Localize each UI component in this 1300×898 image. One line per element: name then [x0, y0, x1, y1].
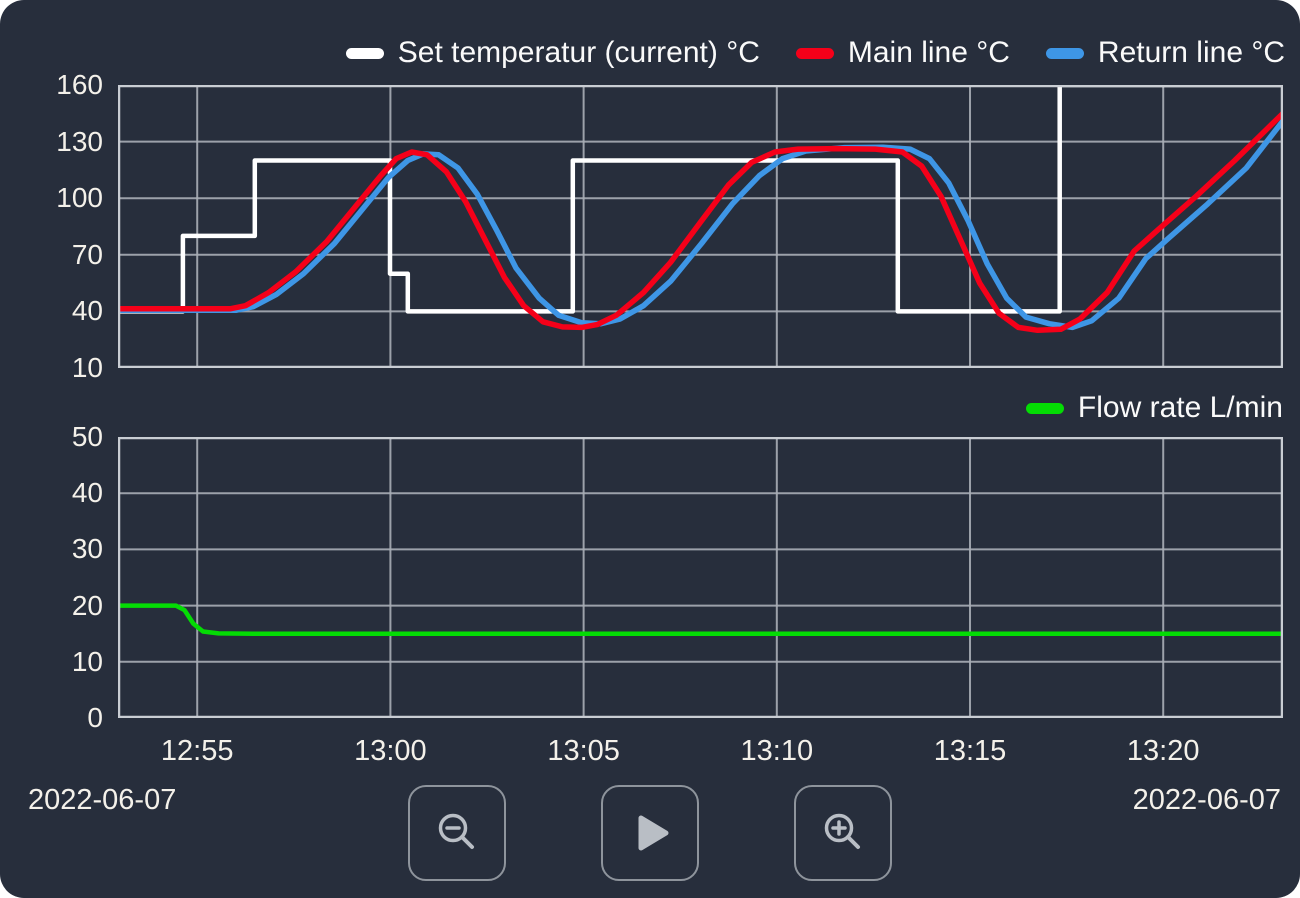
plot-border: [118, 85, 1283, 368]
zoom-in-button[interactable]: [794, 785, 892, 881]
series-line: [118, 85, 1283, 314]
legend-label-return-line: Return line °C: [1097, 36, 1285, 69]
magnifier-plus-icon: [824, 813, 860, 849]
main-line-swatch-icon: [795, 47, 834, 59]
y-tick-label: 40: [71, 477, 103, 509]
x-tick-label: 13:20: [1126, 735, 1200, 767]
magnifier-minus-icon: [438, 813, 474, 849]
legend-label-main-line: Main line °C: [847, 36, 1010, 69]
y-tick-label: 50: [71, 421, 103, 452]
temperature-legend: Set temperatur (current) °C Main line °C…: [118, 33, 1285, 73]
flow-rate-swatch-icon: [1025, 402, 1064, 414]
y-tick-label: 100: [56, 182, 103, 214]
series-line: [118, 110, 1283, 334]
x-tick-label: 12:55: [160, 735, 234, 767]
date-label-right: 2022-06-07: [1132, 784, 1281, 816]
y-tick-label: 160: [56, 69, 103, 100]
series-line: [118, 603, 1283, 636]
y-tick-label: 10: [71, 352, 103, 383]
y-tick-label: 70: [71, 238, 103, 270]
y-tick-label: 40: [71, 295, 103, 327]
x-tick-label: 13:05: [547, 735, 620, 767]
y-tick-label: 10: [71, 645, 103, 677]
play-button[interactable]: [601, 785, 699, 881]
flow-rate-chart-plot[interactable]: [118, 437, 1283, 718]
play-icon: [638, 815, 669, 851]
legend-item-return-line: Return line °C: [1045, 36, 1285, 70]
zoom-out-button[interactable]: [408, 785, 506, 881]
x-tick-label: 13:10: [740, 735, 814, 767]
return-line-swatch-icon: [1045, 47, 1084, 59]
legend-item-set-temperature: Set temperatur (current) °C: [345, 36, 760, 70]
legend-label-set-temperature: Set temperatur (current) °C: [397, 36, 760, 69]
y-tick-label: 20: [71, 589, 103, 621]
flow-legend: Flow rate L/min: [118, 388, 1283, 428]
y-tick-label: 130: [56, 125, 103, 157]
legend-item-flow-rate: Flow rate L/min: [1025, 391, 1283, 425]
plot-border: [118, 437, 1283, 718]
x-tick-label: 13:15: [933, 735, 1007, 767]
legend-label-flow-rate: Flow rate L/min: [1077, 391, 1283, 424]
y-tick-label: 30: [71, 533, 103, 565]
x-tick-label: 13:00: [354, 735, 427, 767]
temperature-chart-plot[interactable]: [118, 85, 1283, 368]
legend-item-main-line: Main line °C: [795, 36, 1010, 70]
date-label-left: 2022-06-07: [28, 784, 177, 816]
set-temperature-swatch-icon: [345, 47, 384, 59]
y-tick-label: 0: [87, 702, 103, 733]
